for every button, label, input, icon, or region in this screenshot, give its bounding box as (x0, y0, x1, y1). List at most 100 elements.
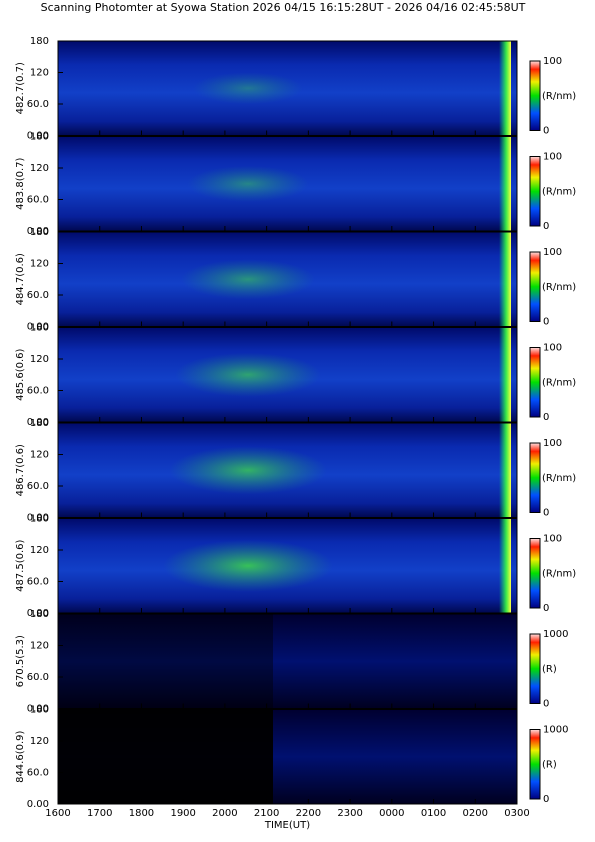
plot-frame (57, 422, 518, 518)
x-tick-label: 2100 (254, 808, 279, 819)
y-tick-label: 60.0 (27, 99, 49, 110)
y-tick-label: 180 (30, 323, 49, 334)
x-tick-label: 1900 (170, 808, 195, 819)
y-tick-label: 0.00 (27, 704, 49, 715)
y-tick-label: 60.0 (27, 386, 49, 397)
colorbar-label: (R/nm) (542, 282, 576, 293)
heatmap-background (58, 614, 517, 709)
y-tick-label: 60.0 (27, 481, 49, 492)
plot-frame (57, 613, 518, 709)
y-tick-label: 0.00 (27, 799, 49, 810)
colorbar (529, 251, 541, 322)
colorbar (529, 729, 541, 800)
plot-frame (57, 231, 518, 327)
y-axis-label: 487.5(0.6) (15, 539, 26, 591)
colorbar-label: (R/nm) (542, 377, 576, 388)
colorbar (529, 347, 541, 418)
y-axis-label: 670.5(5.3) (15, 635, 26, 687)
colorbar-tick-label: 0 (543, 794, 549, 805)
x-tick-label: 1800 (129, 808, 154, 819)
plot-frame (57, 136, 518, 232)
y-tick-label: 180 (30, 418, 49, 429)
y-tick-label: 60.0 (27, 577, 49, 588)
edge-glow (499, 423, 511, 518)
x-tick-label: 0100 (421, 808, 446, 819)
colorbar-tick-label: 1000 (543, 725, 568, 736)
edge-glow (499, 136, 511, 231)
colorbar-tick-label: 100 (543, 534, 562, 545)
colorbar-label: (R/nm) (542, 568, 576, 579)
plot-frame (57, 40, 518, 136)
chart-title: Scanning Photomter at Syowa Station 2026… (41, 1, 526, 14)
colorbar (529, 442, 541, 513)
edge-glow (499, 327, 511, 422)
colorbar-tick-label: 0 (543, 699, 549, 710)
y-tick-label: 60.0 (27, 672, 49, 683)
y-tick-label: 120 (30, 163, 49, 174)
y-tick-label: 0.00 (27, 322, 49, 333)
y-tick-label: 120 (30, 450, 49, 461)
colorbar-tick-label: 0 (543, 317, 549, 328)
y-tick-label: 120 (30, 545, 49, 556)
x-tick-label: 1700 (87, 808, 112, 819)
colorbar (529, 633, 541, 704)
y-axis-label: 485.6(0.6) (15, 348, 26, 400)
y-tick-label: 120 (30, 259, 49, 270)
y-tick-label: 180 (30, 705, 49, 716)
x-tick-label: 2200 (296, 808, 321, 819)
x-tick-label: 0200 (463, 808, 488, 819)
colorbar-tick-label: 0 (543, 508, 549, 519)
y-tick-label: 0.00 (27, 226, 49, 237)
plot-frame (57, 327, 518, 423)
y-tick-label: 120 (30, 736, 49, 747)
y-axis-label: 483.8(0.7) (15, 157, 26, 209)
y-tick-label: 180 (30, 514, 49, 525)
y-tick-label: 0.00 (27, 608, 49, 619)
y-tick-label: 120 (30, 641, 49, 652)
y-tick-label: 120 (30, 68, 49, 79)
colorbar-tick-label: 100 (543, 152, 562, 163)
edge-glow (499, 41, 511, 136)
y-tick-label: 0.00 (27, 417, 49, 428)
colorbar (529, 156, 541, 227)
x-axis-label: TIME(UT) (264, 820, 310, 831)
colorbar-tick-label: 100 (543, 343, 562, 354)
y-tick-label: 0.00 (27, 131, 49, 142)
emission-patch (187, 165, 309, 202)
colorbar (529, 60, 541, 131)
night-region (58, 614, 273, 709)
y-tick-label: 180 (30, 36, 49, 47)
y-axis-label: 486.7(0.6) (15, 444, 26, 496)
emission-patch (181, 259, 315, 300)
y-axis-label: 482.7(0.7) (15, 62, 26, 114)
edge-glow (499, 232, 511, 327)
y-axis-label: 484.7(0.6) (15, 253, 26, 305)
colorbar-tick-label: 0 (543, 126, 549, 137)
emission-patch (163, 539, 333, 592)
emission-patch (193, 72, 303, 105)
y-tick-label: 60.0 (27, 768, 49, 779)
y-tick-label: 120 (30, 354, 49, 365)
colorbar-label: (R/nm) (542, 473, 576, 484)
edge-glow (499, 518, 511, 613)
x-tick-label: 0300 (504, 808, 529, 819)
night-region (58, 709, 273, 804)
colorbar-tick-label: 0 (543, 603, 549, 614)
colorbar-tick-label: 0 (543, 221, 549, 232)
y-tick-label: 180 (30, 132, 49, 143)
colorbar-tick-label: 100 (543, 56, 562, 67)
emission-patch (169, 446, 327, 495)
emission-patch (175, 352, 321, 397)
colorbar-label: (R/nm) (542, 91, 576, 102)
colorbar-tick-label: 100 (543, 438, 562, 449)
colorbar-tick-label: 1000 (543, 629, 568, 640)
plot-frame (57, 518, 518, 614)
y-tick-label: 60.0 (27, 195, 49, 206)
colorbar-label: (R/nm) (542, 186, 576, 197)
y-tick-label: 60.0 (27, 290, 49, 301)
colorbar-label: (R) (542, 664, 557, 675)
y-tick-label: 0.00 (27, 513, 49, 524)
plot-frame (57, 709, 518, 805)
x-tick-label: 1600 (45, 808, 70, 819)
